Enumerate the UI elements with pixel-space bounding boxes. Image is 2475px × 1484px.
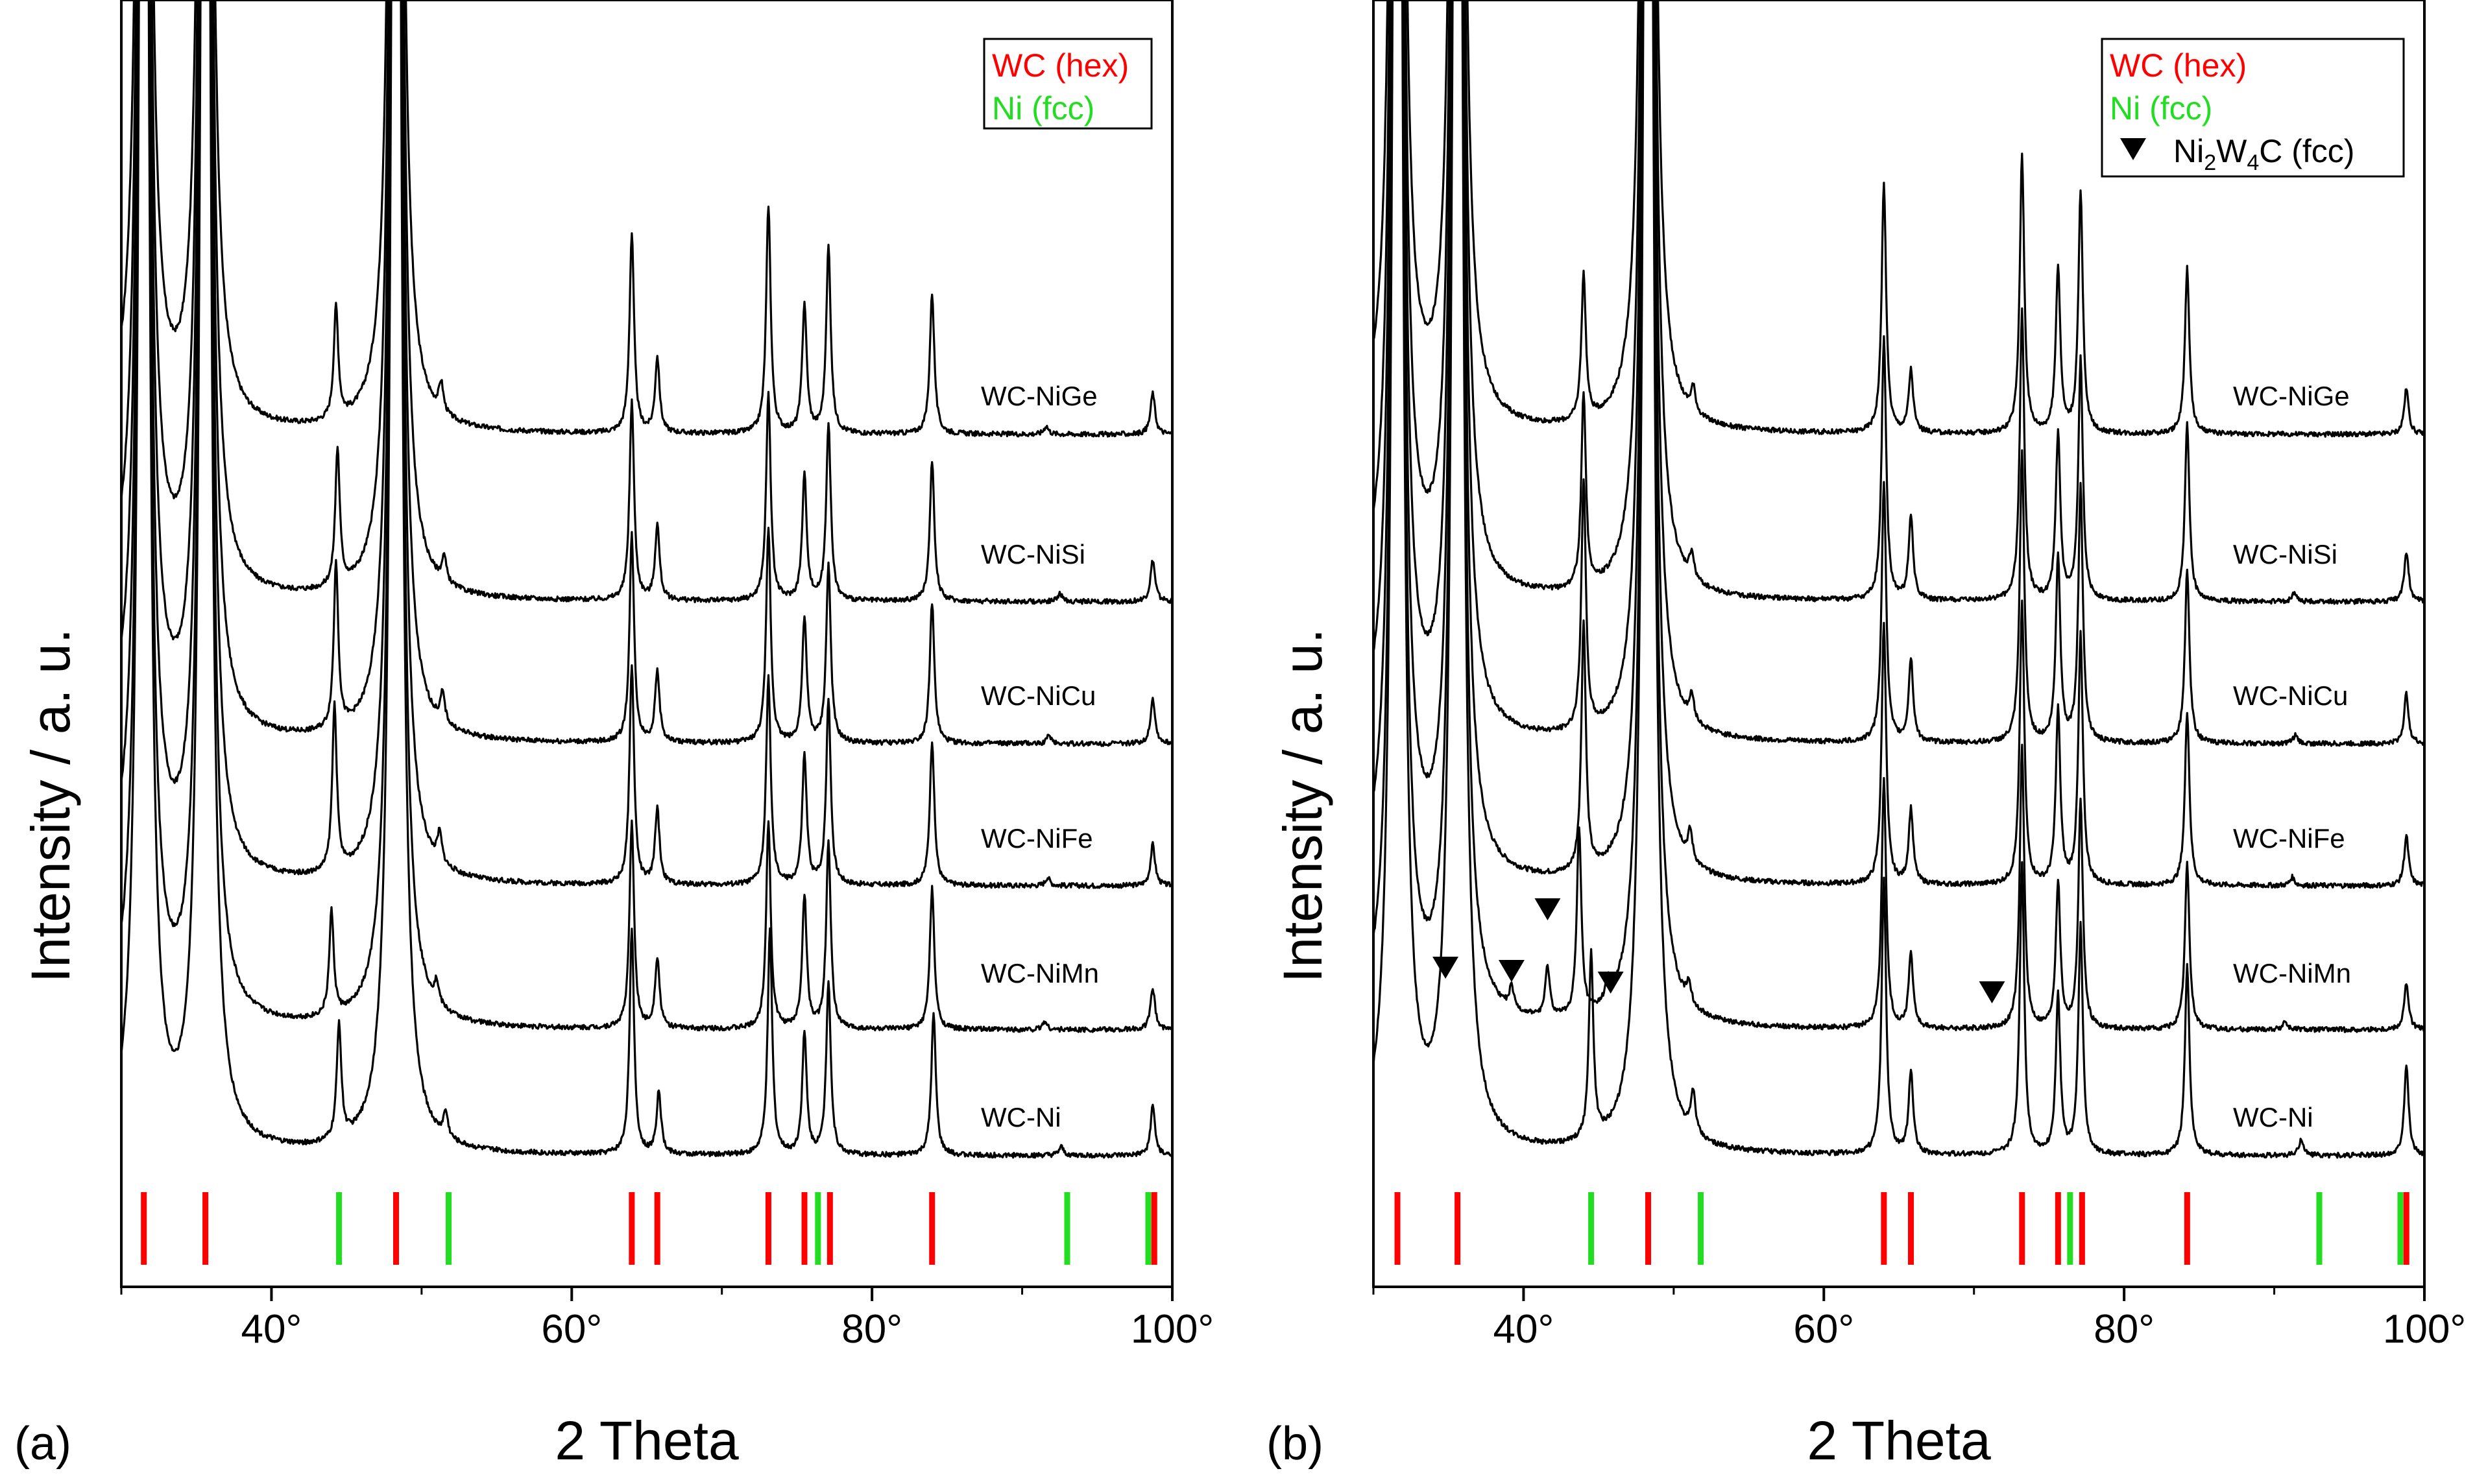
spectrum-line xyxy=(121,0,1172,605)
panel-b: WC-NiGe WC-NiSi WC-NiCu WC-NiFe WC-NiMn WC-Ni… xyxy=(1266,0,2466,1471)
series-label: WC-NiFe xyxy=(2233,823,2345,854)
panel-label: (b) xyxy=(1266,1418,1323,1470)
ni2w4c-marker-icon xyxy=(1597,972,1624,994)
series-label: WC-NiMn xyxy=(981,958,1099,988)
spectrum-line xyxy=(121,0,1172,438)
spectrum-line xyxy=(1373,0,2424,1033)
x-tick-label: 80° xyxy=(2094,1307,2155,1352)
x-axis-title: 2 Theta xyxy=(1807,1410,1991,1471)
legend-triangle-icon xyxy=(2120,138,2146,160)
series-label: WC-NiSi xyxy=(2233,539,2337,569)
series-label: WC-NiGe xyxy=(981,381,1098,411)
spectrum-line xyxy=(121,0,1172,747)
series-label: WC-NiGe xyxy=(2233,381,2350,411)
ni2w4c-marker-icon xyxy=(1979,981,2005,1003)
x-tick-label: 100° xyxy=(2383,1307,2466,1352)
x-tick-label: 40° xyxy=(241,1307,302,1352)
x-tick-label: 100° xyxy=(1131,1307,1214,1352)
y-axis-title: Intensity / a. u. xyxy=(20,628,81,983)
reference-lines xyxy=(141,1192,1157,1265)
spectrum-line xyxy=(1373,0,2424,889)
y-axis-title: Intensity / a. u. xyxy=(1272,628,1333,983)
panel-a: WC-NiGe WC-NiSi WC-NiCu WC-NiFe WC-NiMn WC-Ni… xyxy=(14,0,1214,1471)
spectrum-line xyxy=(1373,0,2424,1159)
x-tick-label: 80° xyxy=(841,1307,902,1352)
spectra xyxy=(1373,0,2424,1159)
ni2w4c-marker-icon xyxy=(1534,898,1561,920)
series-label: WC-NiFe xyxy=(981,823,1093,854)
spectrum-line xyxy=(1373,0,2424,438)
series-label: WC-Ni xyxy=(981,1102,1061,1132)
ni2w4c-marker-icon xyxy=(1498,960,1525,982)
legend-box xyxy=(983,38,1153,130)
legend-entry: WC (hex) xyxy=(2110,47,2247,84)
plot-frame xyxy=(1372,0,2426,1288)
legend-entry: Ni (fcc) xyxy=(2110,90,2212,126)
series-label: WC-NiSi xyxy=(981,539,1085,569)
x-axis-title: 2 Theta xyxy=(555,1410,739,1471)
legend-box xyxy=(2101,38,2405,178)
ni2w4c-marker-icon xyxy=(1432,957,1459,979)
legend-entry: WC (hex) xyxy=(992,47,1129,84)
spectrum-line xyxy=(121,0,1172,1033)
spectrum-line xyxy=(1373,0,2424,747)
series-label: WC-NiMn xyxy=(2233,958,2351,988)
spectrum-line xyxy=(1373,0,2424,605)
reference-lines xyxy=(1394,1192,2409,1265)
series-label: WC-Ni xyxy=(2233,1102,2313,1132)
legend-entry: Ni2W4C (fcc) xyxy=(2173,133,2354,175)
spectrum-line xyxy=(121,0,1172,1159)
spectrum-line xyxy=(121,0,1172,889)
x-tick-label: 60° xyxy=(541,1307,602,1352)
plot-frame xyxy=(120,0,1174,1288)
panel-label: (a) xyxy=(14,1418,71,1470)
legend: WC (hex) Ni (fcc) Ni2W4C (fcc) xyxy=(2101,38,2405,178)
series-label: WC-NiCu xyxy=(981,680,1096,711)
spectra xyxy=(121,0,1172,1159)
legend: WC (hex) Ni (fcc) xyxy=(983,38,1153,130)
x-tick-label: 40° xyxy=(1493,1307,1554,1352)
series-label: WC-NiCu xyxy=(2233,680,2348,711)
x-tick-label: 60° xyxy=(1793,1307,1854,1352)
legend-entry: Ni (fcc) xyxy=(992,90,1094,126)
